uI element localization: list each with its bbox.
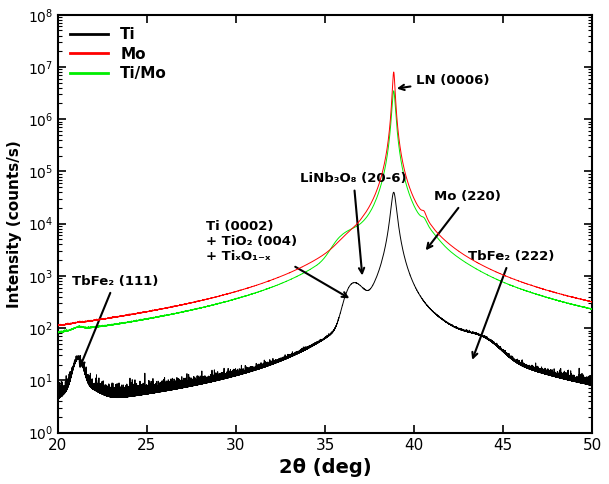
X-axis label: 2θ (deg): 2θ (deg) [279,458,371,477]
Y-axis label: Intensity (counts/s): Intensity (counts/s) [7,140,22,307]
Text: LiNb₃O₈ (20-6): LiNb₃O₈ (20-6) [300,172,407,273]
Text: Ti (0002)
+ TiO₂ (004)
+ TiₓO₁₋ₓ: Ti (0002) + TiO₂ (004) + TiₓO₁₋ₓ [206,220,347,297]
Text: Mo (220): Mo (220) [427,190,501,248]
Text: TbFe₂ (222): TbFe₂ (222) [468,250,554,358]
Legend: Ti, Mo, Ti/Mo: Ti, Mo, Ti/Mo [65,22,172,86]
Text: TbFe₂ (111): TbFe₂ (111) [72,274,158,366]
Text: LN (0006): LN (0006) [399,74,490,90]
